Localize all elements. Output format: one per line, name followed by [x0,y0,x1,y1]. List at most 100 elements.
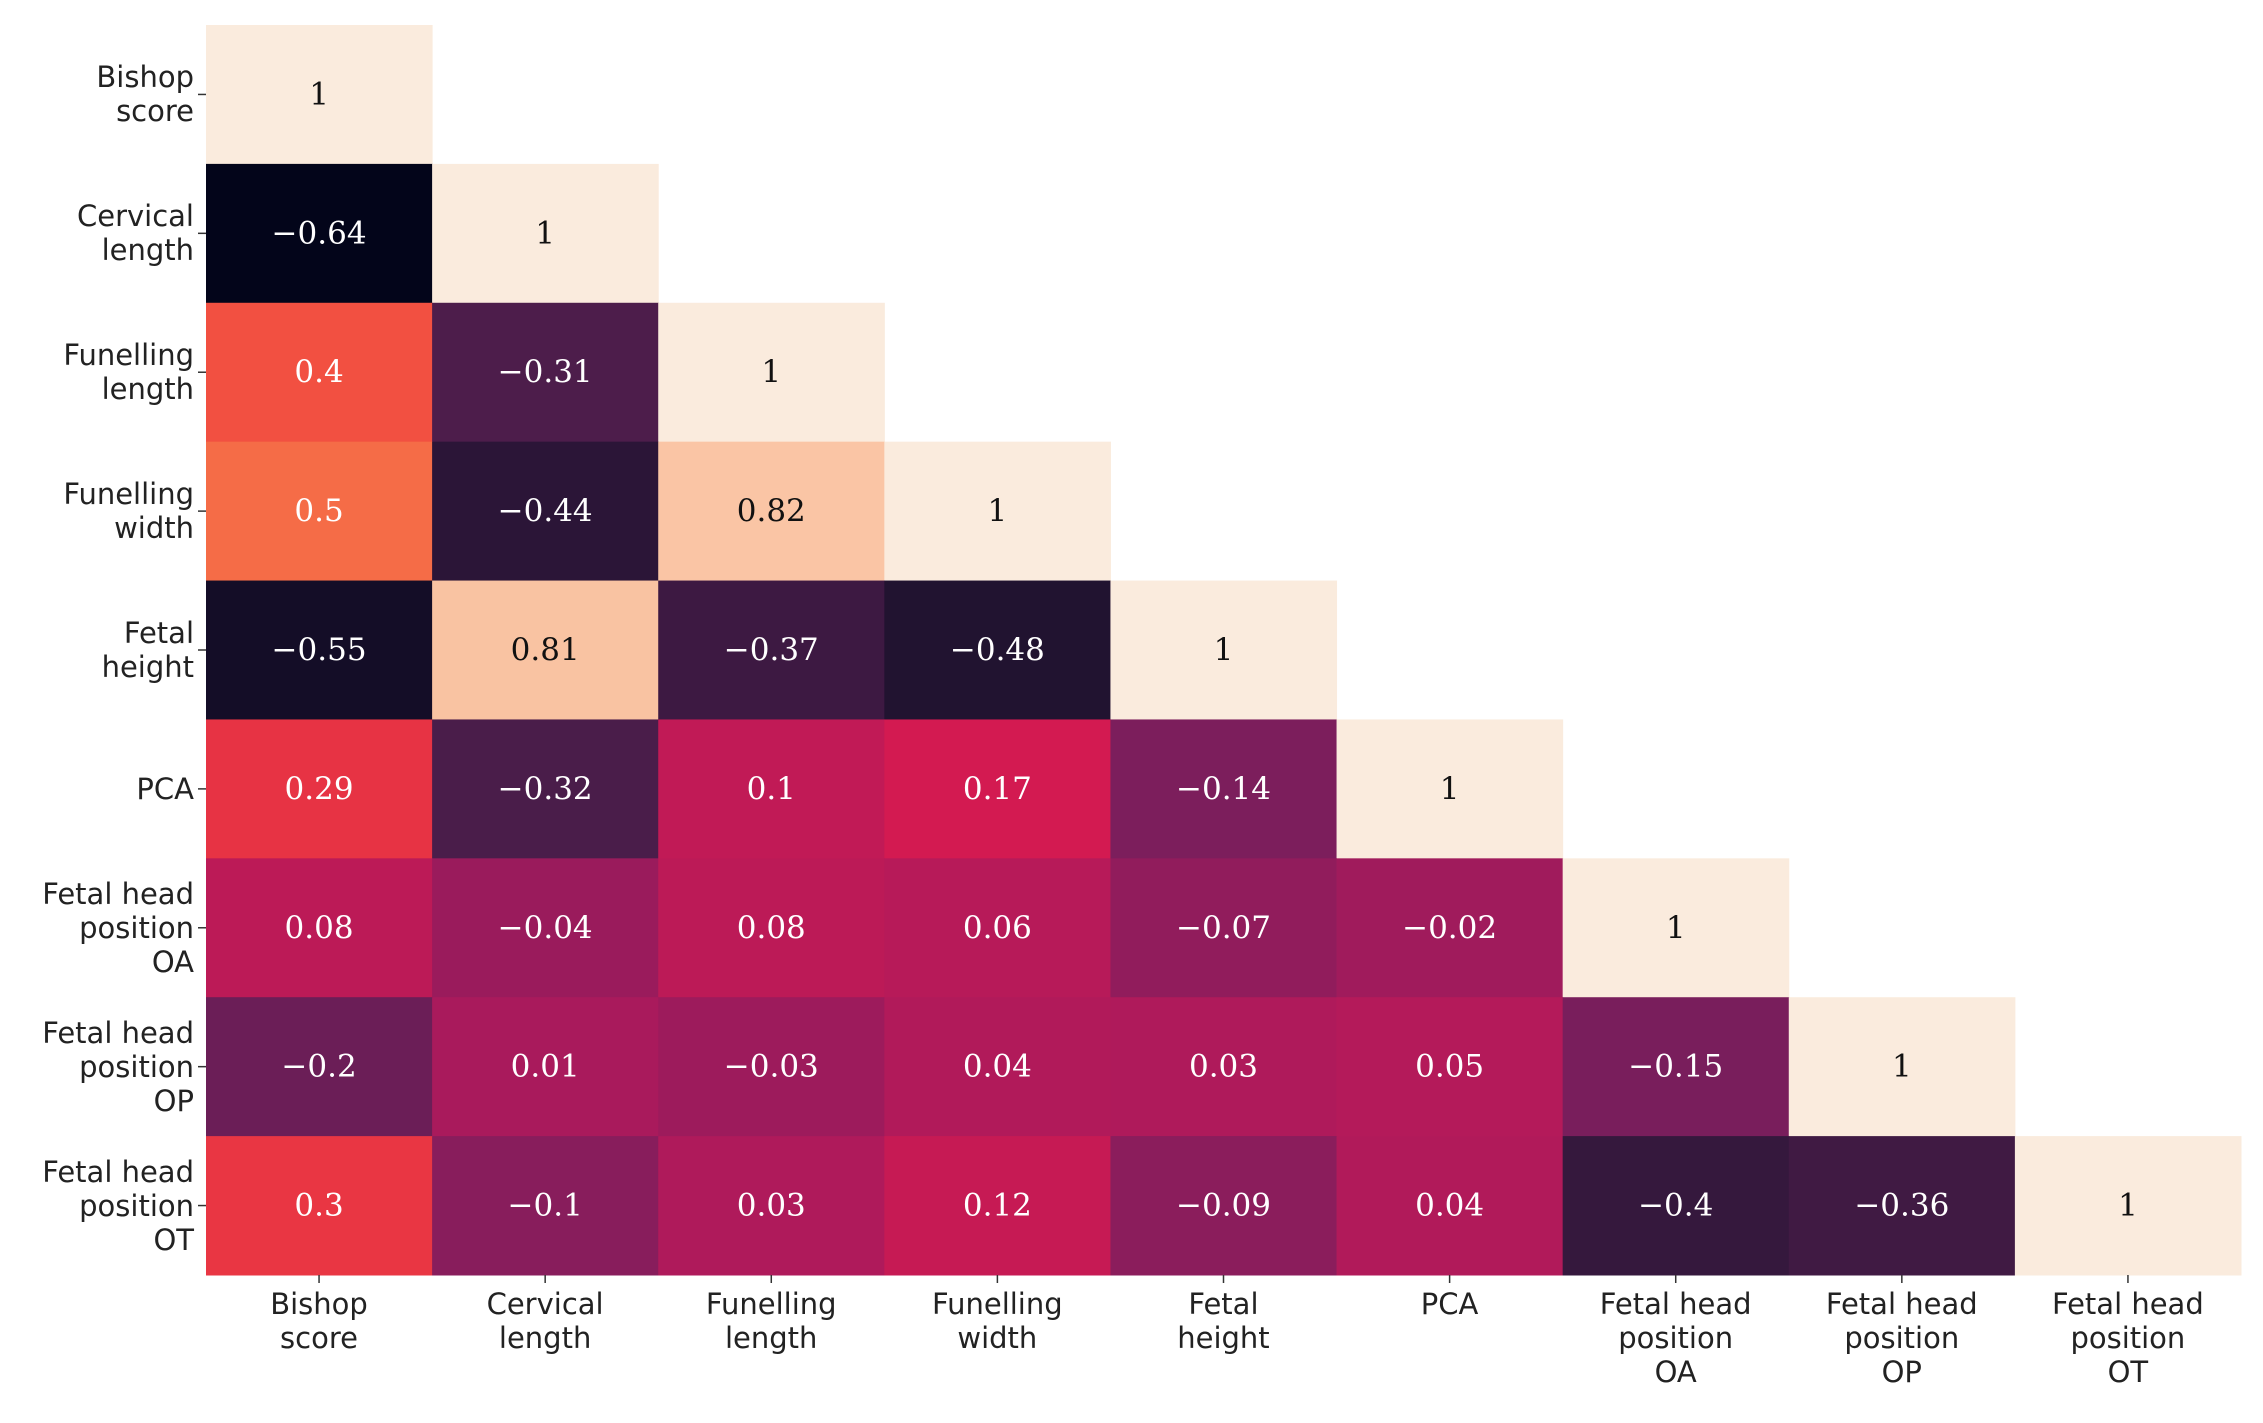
x-tick-label: Fetal head position OP [1825,1287,1978,1389]
heatmap-cell [658,302,885,443]
x-tick-label: Bishop score [270,1287,368,1355]
cell-label: 1 [535,215,555,251]
heatmap-cell [2014,1136,2242,1276]
heatmap-cell [1336,997,1564,1137]
cell-label: 1 [1214,632,1234,668]
cell-label: 0.06 [963,910,1032,946]
heatmap-cell [432,580,659,720]
heatmap-cell [432,163,659,304]
heatmap-cell [884,1136,1111,1276]
heatmap-cell [658,719,885,859]
cell-label: 0.82 [737,493,806,529]
heatmap-cell [432,997,659,1137]
heatmap-cell [658,580,885,720]
heatmap-cell [658,1136,885,1276]
heatmap-cell [1110,719,1338,859]
heatmap-cell [206,302,433,443]
y-tick-label: Fetal head position OP [42,1015,194,1118]
heatmap-cell [206,719,433,859]
heatmap-cell [432,441,659,582]
cell-label: 0.12 [963,1188,1032,1224]
heatmap-cell [658,997,885,1137]
cell-label: −0.37 [724,632,819,668]
cell-label: 0.4 [294,354,343,390]
cell-label: 0.01 [511,1049,580,1085]
heatmap-cell [206,25,433,165]
cell-label: −0.04 [498,910,593,946]
heatmap-cell [1110,997,1338,1137]
cell-label: −0.15 [1628,1049,1723,1085]
heatmap-cell [884,719,1111,859]
heatmap-cell [1788,997,2016,1137]
heatmap-cell [884,858,1111,998]
cell-label: −0.02 [1402,910,1497,946]
cell-label: 0.3 [294,1188,343,1224]
heatmap-cell [1562,997,1790,1137]
heatmap-cell [1110,1136,1338,1276]
heatmap-cell [1336,719,1564,859]
y-tick-label: PCA [136,771,194,806]
cell-label: −0.2 [281,1049,356,1085]
heatmap-cell [432,302,659,443]
cell-label: −0.44 [498,493,593,529]
heatmap-cell [1562,858,1790,998]
cell-label: 1 [2118,1188,2138,1224]
y-tick-label: Funelling length [63,338,194,407]
x-tick-label: Cervical length [486,1287,604,1355]
heatmap-cell [206,858,433,998]
cell-label: −0.03 [724,1049,819,1085]
cell-label: 1 [761,354,781,390]
cell-label: 0.03 [737,1188,806,1224]
heatmap-cell [1336,858,1564,998]
heatmap-cell [432,1136,659,1276]
heatmap-cell [1336,1136,1564,1276]
cell-label: −0.32 [498,771,593,807]
y-tick-label: Cervical length [76,199,194,268]
heatmap-cell [1110,858,1338,998]
cell-label: −0.14 [1176,771,1271,807]
cell-label: 0.29 [285,771,354,807]
cell-label: −0.4 [1638,1188,1713,1224]
cell-label: 1 [1892,1049,1912,1085]
heatmap-cell [206,997,433,1137]
x-tick-label: PCA [1420,1287,1479,1321]
x-tick-label: Fetal height [1177,1287,1270,1355]
x-tick-label: Funelling width [932,1287,1063,1355]
heatmap-cell [432,719,659,859]
x-tick-label: Fetal head position OT [2051,1287,2204,1389]
cell-label: 1 [988,493,1008,529]
cell-label: 1 [309,76,329,112]
heatmap-cell [658,858,885,998]
y-tick-label: Bishop score [96,60,194,129]
cell-label: 0.1 [747,771,796,807]
cell-label: 0.05 [1415,1049,1484,1085]
cell-label: −0.31 [498,354,593,390]
heatmap-cell [884,580,1111,720]
heatmap-cell [884,997,1111,1137]
cell-label: −0.64 [272,215,367,251]
cell-label: 0.5 [294,493,343,529]
heatmap-cell [658,441,885,582]
x-tick-label: Fetal head position OA [1599,1287,1752,1389]
cell-label: −0.07 [1176,910,1271,946]
x-tick-label: Funelling length [705,1287,837,1355]
heatmap-cell [206,441,433,582]
cell-label: 0.17 [963,771,1032,807]
cell-label: −0.09 [1176,1188,1271,1224]
cell-label: 1 [1440,771,1460,807]
cell-label: 0.08 [285,910,354,946]
heatmap-cell [1110,580,1338,720]
y-tick-label: Fetal height [101,616,194,684]
heatmap-cell [1788,1136,2016,1276]
cell-label: 0.03 [1189,1049,1258,1085]
heatmap-cell [206,580,433,720]
heatmap-cell [206,1136,433,1276]
cell-label: 1 [1666,910,1686,946]
cell-label: 0.04 [1415,1188,1484,1224]
heatmap-cell [206,163,433,304]
heatmap-cell [884,441,1111,582]
cell-label: 0.81 [511,632,580,668]
cell-label: −0.48 [950,632,1045,668]
